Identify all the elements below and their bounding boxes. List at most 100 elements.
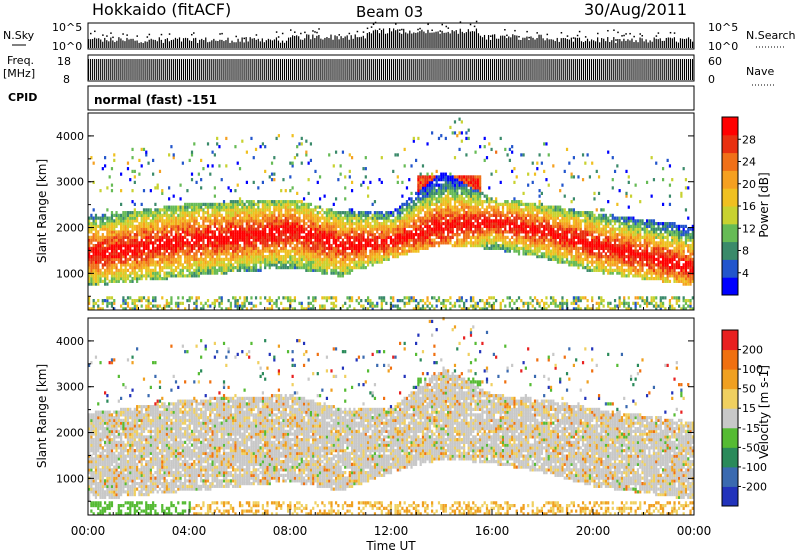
power-cell	[220, 307, 223, 311]
power-cell	[435, 178, 438, 182]
power-cell	[108, 255, 111, 259]
power-cell	[444, 219, 447, 223]
nsky-bar	[653, 37, 655, 48]
power-cell	[172, 249, 175, 253]
power-cell	[268, 224, 271, 228]
power-cell	[149, 307, 152, 311]
site-title: Hokkaido (fitACF)	[92, 0, 231, 19]
nsky-bar	[332, 39, 334, 48]
power-cell	[437, 205, 441, 209]
nsearch-dot	[136, 35, 138, 37]
power-cell	[232, 266, 235, 270]
power-cell	[300, 224, 303, 228]
power-cell	[177, 233, 180, 237]
nsky-bar	[667, 37, 669, 48]
power-cell	[206, 252, 210, 256]
power-cell	[129, 230, 132, 234]
power-cell	[97, 274, 100, 278]
power-cell	[268, 263, 271, 267]
freq-line	[443, 59, 445, 80]
power-cell	[451, 189, 454, 193]
power-cell	[122, 238, 125, 242]
power-cell	[419, 202, 422, 206]
power-cell	[307, 211, 310, 215]
nsky-bar	[425, 33, 427, 48]
power-cell	[264, 230, 267, 234]
power-cell	[456, 230, 459, 234]
power-cell	[266, 216, 269, 220]
power-cell	[149, 268, 152, 272]
power-cell	[442, 183, 445, 187]
power-cell	[293, 263, 297, 267]
power-cell	[257, 216, 260, 220]
power-cell	[229, 244, 232, 248]
nsky-bar	[445, 32, 447, 48]
power-cell	[101, 219, 104, 223]
nsearch-dot	[395, 23, 397, 25]
power-cell	[195, 304, 198, 308]
power-cell	[90, 241, 93, 245]
power-cell	[101, 257, 104, 261]
power-cell	[307, 216, 310, 220]
power-cell	[149, 211, 152, 215]
nsky-bar	[142, 42, 144, 48]
power-cell	[433, 230, 436, 234]
power-cell	[106, 186, 109, 190]
power-cell	[463, 301, 466, 305]
power-cell	[371, 244, 374, 248]
power-cell	[325, 216, 329, 220]
power-cell	[154, 255, 157, 259]
power-cell	[305, 249, 308, 253]
power-cell	[133, 301, 136, 305]
power-cell	[158, 260, 162, 264]
power-cell	[339, 274, 342, 278]
power-cell	[460, 227, 463, 231]
power-cell	[456, 200, 459, 204]
power-cell	[396, 233, 399, 237]
power-cell	[307, 266, 310, 270]
power-cell	[131, 224, 134, 228]
power-cell	[94, 244, 98, 248]
date-title: 30/Aug/2011	[584, 0, 687, 19]
power-cell	[122, 219, 125, 223]
power-cell	[412, 139, 415, 143]
power-cell	[296, 230, 299, 234]
power-cell	[163, 271, 166, 275]
power-cell	[399, 205, 402, 209]
power-cell	[124, 219, 127, 223]
power-cell	[179, 301, 182, 305]
power-cell	[465, 244, 468, 248]
nsearch-dot	[469, 23, 472, 26]
power-cell	[325, 255, 329, 259]
power-cell	[261, 216, 264, 220]
power-cell	[405, 205, 409, 209]
power-cell	[266, 244, 269, 248]
nsky-bar	[494, 34, 496, 48]
power-cell	[444, 175, 447, 179]
power-cell	[392, 249, 395, 253]
power-cell	[120, 233, 123, 237]
power-cell	[99, 246, 102, 250]
power-cell	[305, 208, 308, 212]
power-cell	[124, 235, 127, 239]
power-cell	[417, 180, 420, 185]
power-cell	[248, 241, 251, 245]
power-cell	[120, 216, 123, 220]
power-cell	[133, 304, 136, 308]
power-cell	[401, 241, 404, 245]
power-cell	[165, 224, 168, 228]
power-cell	[152, 304, 155, 308]
nsearch-dot	[374, 21, 377, 24]
power-cell	[92, 180, 95, 185]
power-cell	[257, 219, 260, 223]
power-cell	[147, 296, 150, 300]
power-cell	[236, 205, 239, 209]
power-cell	[364, 244, 367, 248]
power-cell	[113, 255, 116, 259]
power-cell	[248, 255, 251, 259]
power-cell	[101, 299, 104, 303]
power-cell	[449, 208, 452, 212]
power-cell	[469, 191, 473, 195]
power-cell	[321, 241, 324, 245]
power-cell	[417, 238, 420, 242]
